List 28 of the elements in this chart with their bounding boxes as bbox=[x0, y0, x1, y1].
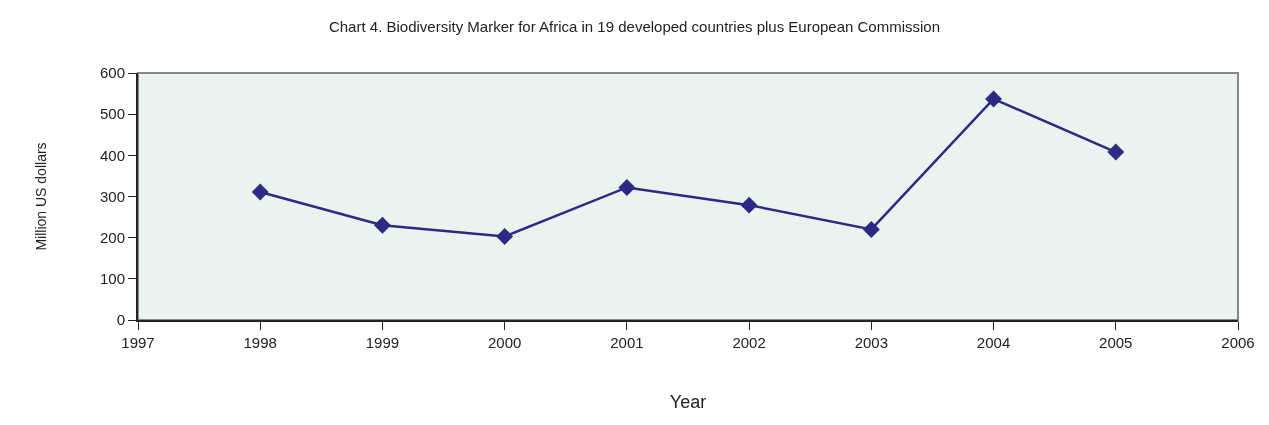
x-tick-label: 2003 bbox=[854, 334, 889, 351]
x-axis-title: Year bbox=[669, 391, 707, 412]
x-tick-label: 2004 bbox=[976, 334, 1011, 351]
x-tick-label: 2000 bbox=[487, 334, 522, 351]
x-tick-label: 2002 bbox=[732, 334, 766, 351]
y-axis-title: Million US dollars bbox=[33, 142, 50, 251]
point bbox=[740, 196, 758, 214]
point bbox=[985, 90, 1003, 108]
y-tick-label: 0 bbox=[116, 311, 125, 329]
x-tick-label: 1999 bbox=[365, 334, 400, 351]
x-tick-label: 2001 bbox=[610, 334, 644, 351]
y-tick-label: 500 bbox=[99, 105, 125, 123]
point bbox=[1107, 143, 1125, 161]
y-tick-label: 600 bbox=[99, 64, 125, 82]
point bbox=[251, 183, 269, 201]
point bbox=[373, 216, 391, 234]
point bbox=[496, 227, 514, 245]
x-tick-label: 2006 bbox=[1221, 334, 1255, 351]
y-tick-label: 200 bbox=[99, 228, 125, 246]
x-tick-label: 1997 bbox=[121, 334, 155, 351]
y-tick-label: 100 bbox=[99, 270, 125, 288]
point bbox=[618, 178, 636, 196]
chart-title: Chart 4. Biodiversity Marker for Africa in 19 developed countries plus European Commission bbox=[328, 17, 941, 35]
point bbox=[862, 220, 880, 238]
y-tick-label: 300 bbox=[99, 187, 125, 205]
y-tick-label: 400 bbox=[99, 146, 125, 164]
x-tick-label: 2005 bbox=[1099, 334, 1133, 351]
x-tick-label: 1998 bbox=[243, 334, 277, 351]
